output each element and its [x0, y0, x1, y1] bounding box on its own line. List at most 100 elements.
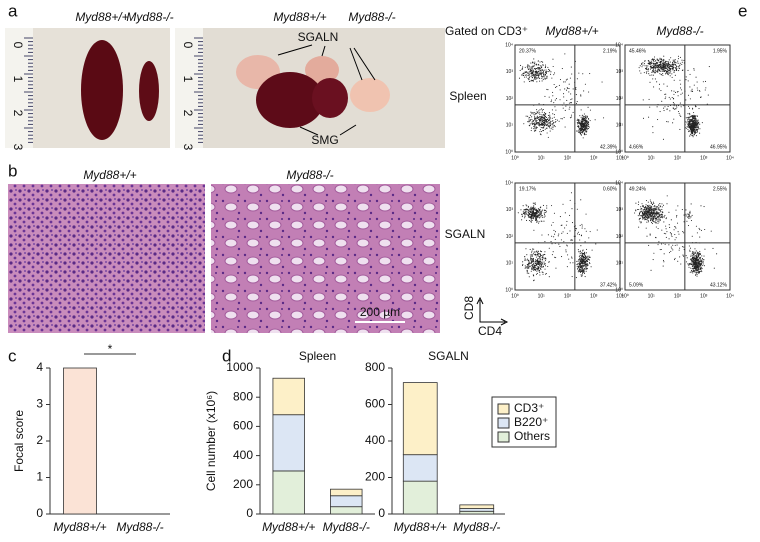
event-dot: [663, 56, 664, 57]
event-dot: [537, 116, 538, 117]
event-dot: [677, 261, 678, 262]
event-dot: [655, 221, 656, 222]
event-dot: [681, 89, 682, 90]
event-dot: [534, 76, 535, 77]
event-dot: [662, 73, 663, 74]
event-dot: [659, 67, 660, 68]
event-dot: [586, 125, 587, 126]
event-dot: [527, 212, 528, 213]
event-dot: [585, 269, 586, 270]
event-dot: [580, 225, 581, 226]
event-dot: [534, 203, 535, 204]
event-dot: [541, 221, 542, 222]
event-dot: [695, 275, 696, 276]
event-dot: [578, 130, 579, 131]
event-dot: [654, 65, 655, 66]
event-dot: [540, 71, 541, 72]
event-dot: [666, 65, 667, 66]
event-dot: [543, 65, 544, 66]
event-dot: [663, 205, 664, 206]
event-dot: [570, 240, 571, 241]
event-dot: [541, 212, 542, 213]
event-dot: [690, 263, 691, 264]
event-dot: [687, 113, 688, 114]
event-dot: [638, 209, 639, 210]
event-dot: [572, 276, 573, 277]
event-dot: [586, 252, 587, 253]
event-dot: [664, 215, 665, 216]
event-dot: [580, 265, 581, 266]
event-dot: [658, 66, 659, 67]
event-dot: [545, 210, 546, 211]
event-dot: [533, 75, 534, 76]
event-dot: [643, 99, 644, 100]
event-dot: [547, 122, 548, 123]
event-dot: [536, 268, 537, 269]
event-dot: [652, 220, 653, 221]
event-dot: [674, 234, 675, 235]
event-dot: [661, 211, 662, 212]
x-tick-label: 10⁰: [621, 155, 629, 161]
event-dot: [542, 121, 543, 122]
event-dot: [680, 63, 681, 64]
event-dot: [654, 59, 655, 60]
event-dot: [580, 130, 581, 131]
event-dot: [529, 66, 530, 67]
event-dot: [525, 211, 526, 212]
event-dot: [699, 229, 700, 230]
event-dot: [533, 121, 534, 122]
event-dot: [541, 78, 542, 79]
event-dot: [649, 217, 650, 218]
event-dot: [675, 210, 676, 211]
event-dot: [539, 61, 540, 62]
event-dot: [651, 72, 652, 73]
event-dot: [669, 227, 670, 228]
bar-segment: [330, 489, 362, 496]
event-dot: [541, 251, 542, 252]
event-dot: [580, 95, 581, 96]
event-dot: [534, 124, 535, 125]
event-dot: [577, 123, 578, 124]
event-dot: [651, 61, 652, 62]
event-dot: [543, 71, 544, 72]
event-dot: [539, 103, 540, 104]
event-dot: [546, 89, 547, 90]
event-dot: [534, 215, 535, 216]
event-dot: [638, 204, 639, 205]
event-dot: [651, 63, 652, 64]
event-dot: [688, 267, 689, 268]
event-dot: [584, 261, 585, 262]
event-dot: [542, 62, 543, 63]
photo-label: SMG: [311, 133, 338, 147]
event-dot: [537, 213, 538, 214]
event-dot: [559, 85, 560, 86]
event-dot: [687, 126, 688, 127]
event-dot: [585, 214, 586, 215]
event-dot: [536, 218, 537, 219]
event-dot: [653, 75, 654, 76]
event-dot: [693, 262, 694, 263]
event-dot: [703, 81, 704, 82]
event-dot: [688, 125, 689, 126]
event-dot: [695, 120, 696, 121]
event-dot: [552, 120, 553, 121]
event-dot: [689, 119, 690, 120]
event-dot: [530, 249, 531, 250]
event-dot: [525, 209, 526, 210]
event-dot: [540, 70, 541, 71]
event-dot: [700, 259, 701, 260]
event-dot: [578, 232, 579, 233]
genotype-label: Myd88-/-: [348, 10, 395, 24]
event-dot: [697, 126, 698, 127]
event-dot: [692, 116, 693, 117]
event-dot: [534, 212, 535, 213]
event-dot: [528, 215, 529, 216]
x-tick-label: Myd88-/-: [116, 520, 163, 534]
event-dot: [660, 71, 661, 72]
event-dot: [545, 212, 546, 213]
event-dot: [582, 126, 583, 127]
event-dot: [552, 127, 553, 128]
event-dot: [693, 259, 694, 260]
event-dot: [545, 274, 546, 275]
event-dot: [539, 125, 540, 126]
